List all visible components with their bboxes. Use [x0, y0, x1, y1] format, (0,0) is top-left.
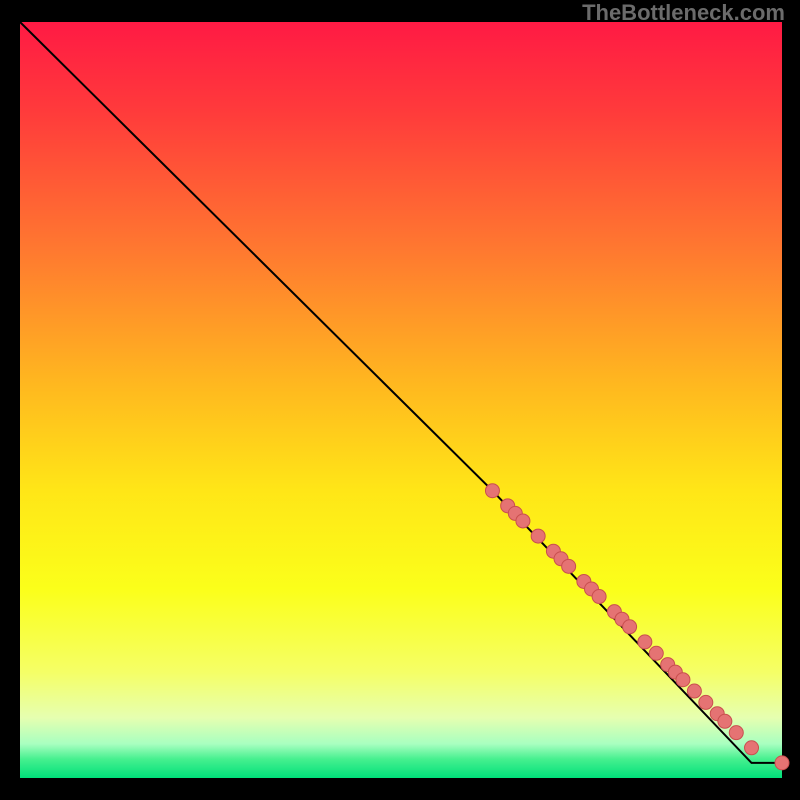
- data-point: [699, 695, 713, 709]
- data-point: [718, 714, 732, 728]
- data-point: [562, 559, 576, 573]
- data-point: [531, 529, 545, 543]
- data-point: [775, 756, 789, 770]
- bottleneck-chart: [0, 0, 800, 800]
- data-point: [592, 590, 606, 604]
- data-point: [649, 646, 663, 660]
- chart-container: TheBottleneck.com: [0, 0, 800, 800]
- data-point: [485, 484, 499, 498]
- data-point: [745, 741, 759, 755]
- data-point: [729, 726, 743, 740]
- data-point: [516, 514, 530, 528]
- data-point: [638, 635, 652, 649]
- data-point: [676, 673, 690, 687]
- data-point: [623, 620, 637, 634]
- data-point: [687, 684, 701, 698]
